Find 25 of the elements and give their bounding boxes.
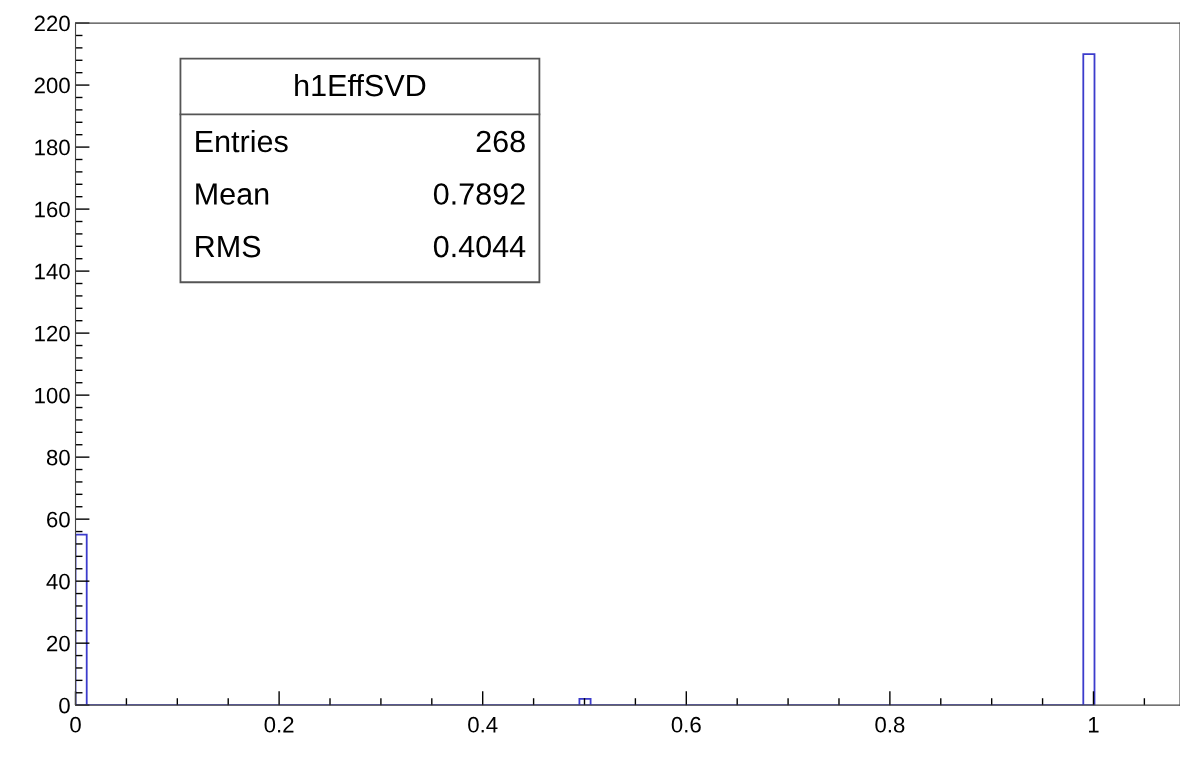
x-tick-label: 0.8 bbox=[875, 716, 905, 733]
x-tick-label: 0.4 bbox=[468, 716, 498, 733]
annotation: h1EffSVD bbox=[295, 73, 426, 97]
y-tick-label: 140 bbox=[35, 263, 70, 280]
annotation: 0.7892 bbox=[433, 183, 525, 205]
y-tick-label: 220 bbox=[34, 15, 70, 32]
x-tick-label: 0.6 bbox=[671, 716, 701, 733]
y-tick-label: 80 bbox=[46, 449, 70, 466]
annotation: 268 bbox=[476, 130, 525, 153]
y-tick-label: 100 bbox=[35, 387, 70, 404]
x-tick-label: 1 bbox=[1088, 717, 1099, 733]
y-tick-label: 20 bbox=[47, 635, 70, 652]
x-tick-label: 0.2 bbox=[264, 716, 294, 733]
y-tick-label: 40 bbox=[46, 573, 70, 590]
y-tick-label: 180 bbox=[35, 139, 70, 156]
annotation: 0.4044 bbox=[433, 235, 526, 258]
y-tick-label: 200 bbox=[34, 77, 70, 94]
y-tick-label: 0 bbox=[59, 697, 70, 714]
y-tick-label: 120 bbox=[35, 325, 70, 342]
y-tick-label: 60 bbox=[47, 511, 70, 528]
annotation: RMS bbox=[196, 235, 261, 258]
annotation: Entries bbox=[196, 129, 288, 153]
x-tick-label: 0 bbox=[70, 716, 81, 733]
annotation: Mean bbox=[196, 183, 269, 205]
y-tick-label: 160 bbox=[35, 201, 70, 218]
